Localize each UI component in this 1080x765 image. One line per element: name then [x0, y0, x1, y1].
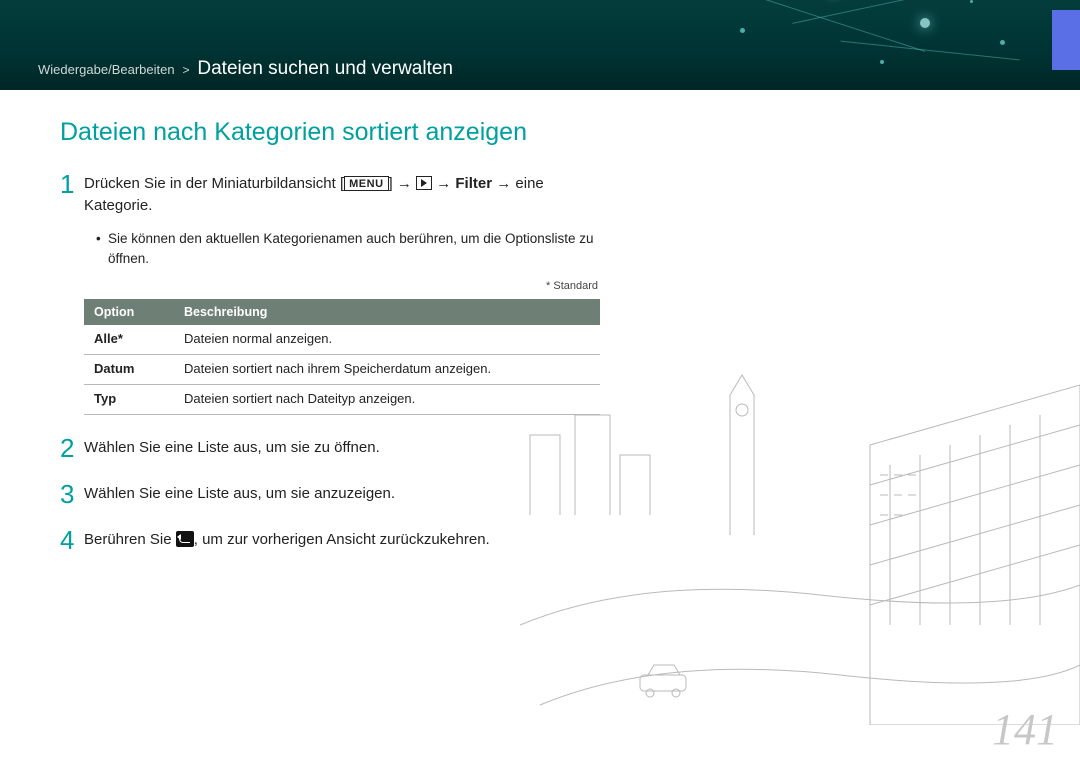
- step-body: Wählen Sie eine Liste aus, um sie anzuze…: [84, 483, 395, 505]
- step1-text-pre: Drücken Sie in der Miniaturbildansicht [: [84, 175, 344, 192]
- page-number: 141: [992, 704, 1058, 755]
- col-description: Beschreibung: [174, 299, 600, 325]
- step-number: 4: [60, 527, 84, 553]
- menu-button-icon: MENU: [344, 176, 388, 191]
- step1-bullet: Sie können den aktuellen Kategorienamen …: [96, 229, 600, 270]
- opt-name: Typ: [84, 384, 174, 414]
- section-tab: [1052, 10, 1080, 70]
- main-content: Dateien nach Kategorien sortiert anzeige…: [60, 118, 600, 575]
- breadcrumb: Wiedergabe/Bearbeiten > Dateien suchen u…: [38, 58, 453, 80]
- step4-text-pre: Berühren Sie: [84, 531, 176, 548]
- filter-label: Filter: [455, 175, 492, 192]
- step1-text-mid2: →: [432, 175, 455, 192]
- step-4: 4 Berühren Sie , um zur vorherigen Ansic…: [60, 529, 600, 553]
- step-number: 3: [60, 481, 84, 507]
- play-icon: [416, 176, 432, 190]
- col-option: Option: [84, 299, 174, 325]
- opt-name: Datum: [84, 354, 174, 384]
- step-3: 3 Wählen Sie eine Liste aus, um sie anzu…: [60, 483, 600, 507]
- header-sparkle-art: [710, 0, 1050, 130]
- step-number: 2: [60, 435, 84, 461]
- breadcrumb-separator: >: [182, 63, 189, 77]
- table-header-row: Option Beschreibung: [84, 299, 600, 325]
- breadcrumb-chapter: Wiedergabe/Bearbeiten: [38, 62, 175, 77]
- back-icon: [176, 531, 194, 547]
- city-illustration: [520, 325, 1080, 725]
- step-1: 1 Drücken Sie in der Miniaturbildansicht…: [60, 173, 600, 415]
- page-heading: Dateien nach Kategorien sortiert anzeige…: [60, 118, 600, 147]
- step-body: Berühren Sie , um zur vorherigen Ansicht…: [84, 529, 490, 551]
- standard-note: * Standard: [84, 279, 598, 295]
- step-2: 2 Wählen Sie eine Liste aus, um sie zu ö…: [60, 437, 600, 461]
- step-number: 1: [60, 171, 84, 197]
- breadcrumb-section: Dateien suchen und verwalten: [197, 58, 453, 79]
- opt-name: Alle*: [84, 325, 174, 354]
- step4-text-post: , um zur vorherigen Ansicht zurückzukehr…: [194, 531, 490, 548]
- step-body: Wählen Sie eine Liste aus, um sie zu öff…: [84, 437, 380, 459]
- header-band: Wiedergabe/Bearbeiten > Dateien suchen u…: [0, 0, 1080, 90]
- step1-text-mid1: ] →: [389, 175, 417, 192]
